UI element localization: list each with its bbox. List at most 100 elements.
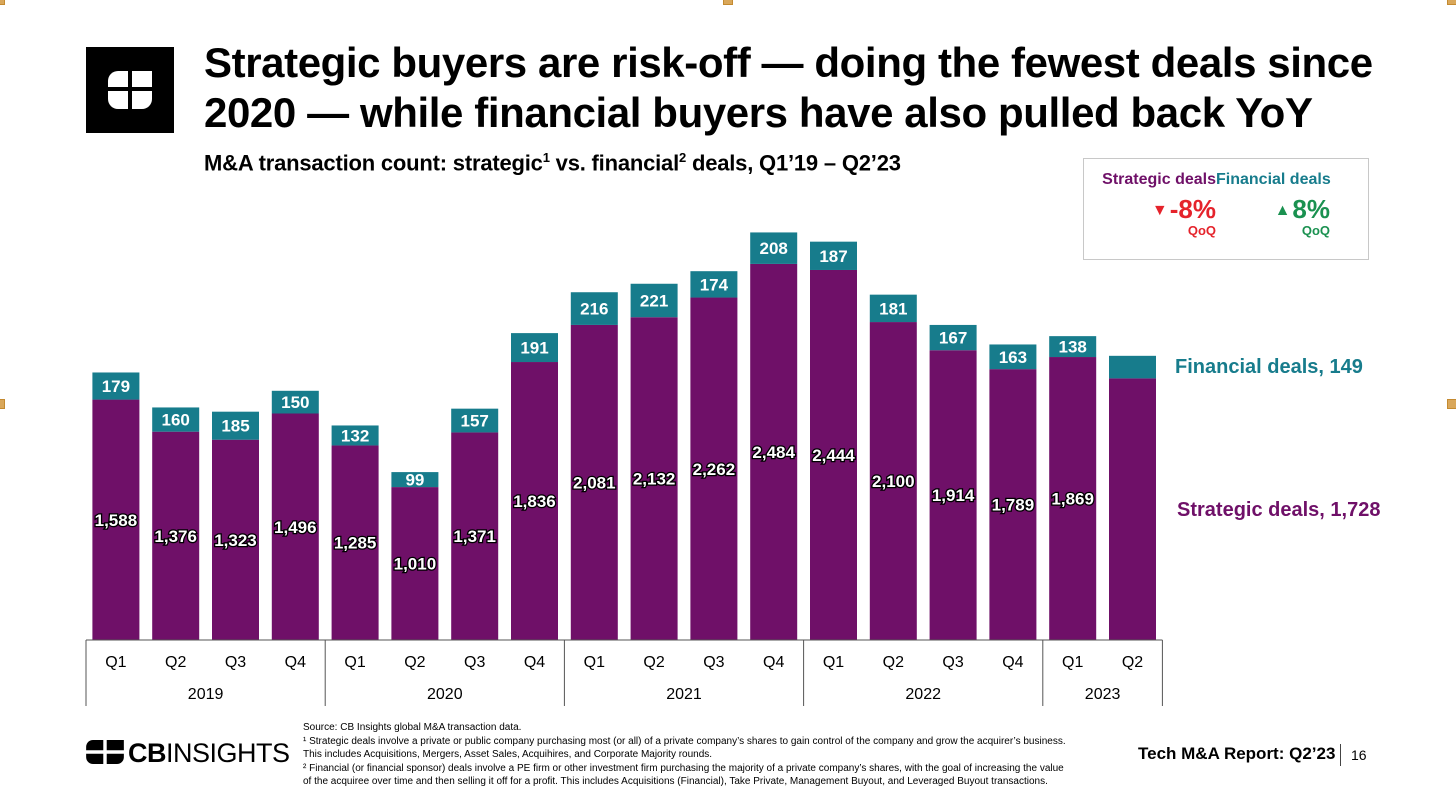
- financial-data-label: 163: [999, 348, 1027, 367]
- financial-bar: [869, 294, 917, 323]
- triangle-up-icon: ▲: [1274, 202, 1291, 219]
- strategic-bar: [152, 431, 200, 640]
- strategic-bar: [1109, 378, 1156, 640]
- financial-data-label: 179: [102, 377, 130, 396]
- strategic-bar: [391, 487, 439, 640]
- strategic-bar: [451, 432, 499, 640]
- strategic-data-label: 1,836: [513, 492, 556, 511]
- financial-bar: [271, 390, 319, 414]
- strategic-bar: [570, 324, 618, 640]
- strategic-bar: [212, 439, 259, 640]
- strategic-data-label: 2,081: [573, 473, 616, 492]
- strategic-bar: [690, 297, 738, 640]
- financial-data-label: 132: [341, 426, 369, 445]
- financial-data-label: 138: [1059, 338, 1087, 357]
- page-number: 16: [1351, 747, 1367, 763]
- financial-data-label: 221: [640, 291, 668, 310]
- financial-data-label: 99: [405, 471, 424, 490]
- strategic-bar: [750, 263, 798, 640]
- x-tick-label: Q2: [165, 654, 186, 671]
- x-tick-label: Q1: [344, 654, 365, 671]
- chart-subtitle: M&A transaction count: strategic1 vs. fi…: [204, 150, 901, 176]
- strategic-data-label: 1,285: [334, 534, 377, 553]
- x-tick-label: Q3: [464, 654, 485, 671]
- year-label: 2023: [1085, 686, 1121, 703]
- strategic-data-label: 1,371: [453, 527, 496, 546]
- financial-data-label: 157: [461, 412, 489, 431]
- x-tick-label: Q2: [1122, 654, 1143, 671]
- x-tick-label: Q2: [883, 654, 904, 671]
- financial-data-label: 208: [760, 239, 788, 258]
- strategic-bar: [1049, 357, 1097, 640]
- year-label: 2021: [666, 686, 702, 703]
- year-label: 2020: [427, 686, 463, 703]
- financial-data-label: 160: [162, 411, 190, 430]
- financial-data-label: 150: [281, 393, 309, 412]
- strategic-data-label: 1,914: [932, 486, 975, 505]
- qoq-strategic-value: ▼-8%: [1151, 194, 1216, 224]
- qoq-summary-box: Strategic deals ▼-8% QoQ Financial deals…: [1083, 158, 1369, 260]
- financial-bar: [331, 425, 379, 446]
- financial-bar: [630, 283, 678, 318]
- strategic-bar: [511, 362, 558, 640]
- qoq-financial-value: ▲8%: [1274, 194, 1330, 224]
- stacked-bar-chart: 1,588 179 Q1 1,376 160 Q2 1,323 185 Q3 1,496 150 Q4…: [85, 232, 1380, 706]
- financial-bar: [451, 408, 499, 433]
- strategic-data-label: 1,789: [992, 496, 1035, 515]
- x-tick-label: Q4: [1002, 654, 1023, 671]
- strategic-data-label: 1,010: [394, 555, 437, 574]
- cb-logo-icon: [86, 47, 174, 133]
- x-tick-label: Q2: [404, 654, 425, 671]
- slide-corner-marker: [723, 0, 733, 5]
- strategic-bar: [989, 369, 1037, 640]
- financial-series-end-label: Financial deals, 149: [1175, 356, 1363, 378]
- strategic-bar: [810, 269, 857, 640]
- financial-bar: [690, 271, 738, 298]
- financial-bar: [989, 344, 1037, 370]
- qoq-strategic-unit: QoQ: [1187, 223, 1216, 238]
- year-label: 2022: [905, 686, 941, 703]
- x-tick-label: Q4: [524, 654, 545, 671]
- financial-data-label: 187: [819, 247, 847, 266]
- financial-bar: [511, 333, 558, 363]
- x-tick-label: Q1: [584, 654, 605, 671]
- x-tick-label: Q4: [285, 654, 306, 671]
- strategic-bar: [869, 322, 917, 640]
- slide-corner-marker: [1447, 399, 1456, 409]
- strategic-data-label: 2,262: [693, 460, 736, 479]
- qoq-strategic-label: Strategic deals: [1102, 171, 1216, 188]
- strategic-data-label: 1,496: [274, 518, 317, 537]
- financial-data-label: 216: [580, 300, 608, 319]
- strategic-data-label: 1,588: [95, 511, 138, 530]
- strategic-data-label: 2,100: [872, 472, 915, 491]
- qoq-financial: Financial deals ▲8% QoQ: [1216, 171, 1348, 238]
- financial-data-label: 181: [879, 299, 907, 318]
- financial-data-label: 174: [700, 275, 729, 294]
- footnotes: Source: CB Insights global M&A transacti…: [303, 721, 1073, 789]
- financial-bar: [212, 411, 259, 440]
- footnote-1: ¹ Strategic deals involve a private or p…: [303, 735, 1066, 761]
- slide-corner-marker: [0, 0, 5, 5]
- strategic-bar: [630, 317, 678, 640]
- financial-data-label: 167: [939, 329, 967, 348]
- strategic-bar: [929, 350, 977, 640]
- x-tick-label: Q3: [703, 654, 724, 671]
- strategic-data-label: 1,323: [214, 531, 257, 550]
- footnote-2: ² Financial (or financial sponsor) deals…: [303, 762, 1064, 788]
- x-tick-label: Q1: [105, 654, 126, 671]
- financial-bar: [92, 372, 140, 400]
- x-tick-label: Q2: [643, 654, 664, 671]
- qoq-financial-label: Financial deals: [1216, 171, 1331, 188]
- footer-divider: [1340, 744, 1341, 766]
- qoq-strategic: Strategic deals ▼-8% QoQ: [1084, 171, 1216, 238]
- strategic-data-label: 2,444: [812, 446, 855, 465]
- strategic-data-label: 2,132: [633, 470, 676, 489]
- strategic-data-label: 2,484: [752, 443, 795, 462]
- financial-bar: [570, 292, 618, 325]
- strategic-bar: [271, 413, 319, 640]
- x-tick-label: Q4: [763, 654, 784, 671]
- strategic-bar: [331, 445, 379, 640]
- source-note: Source: CB Insights global M&A transacti…: [303, 722, 522, 733]
- financial-bar: [750, 232, 798, 264]
- strategic-bar: [92, 399, 140, 640]
